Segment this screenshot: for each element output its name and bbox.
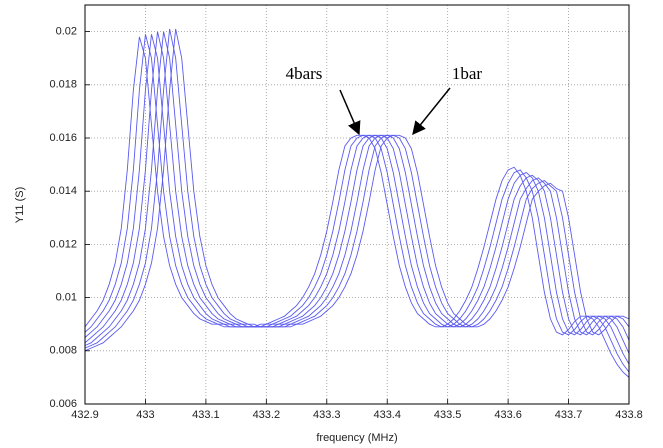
plot-frame bbox=[84, 4, 630, 405]
y-tick-label: 0.008 bbox=[49, 345, 77, 357]
annotation: 4bars bbox=[286, 64, 323, 83]
y-tick-label: 0.014 bbox=[49, 185, 77, 197]
annotation-arrow bbox=[339, 89, 361, 136]
x-axis-label: frequency (MHz) bbox=[316, 432, 397, 444]
lines bbox=[84, 28, 630, 378]
series-line bbox=[84, 28, 630, 352]
x-tick-label: 433.5 bbox=[434, 409, 462, 421]
annotation-arrow bbox=[412, 87, 451, 136]
x-tick-label: 433.8 bbox=[615, 409, 643, 421]
y-tick-label: 0.01 bbox=[56, 292, 77, 304]
series-line bbox=[84, 31, 630, 346]
series-line bbox=[84, 28, 630, 349]
y-tick-label: 0.018 bbox=[49, 79, 77, 91]
series-line bbox=[84, 31, 630, 354]
series-line bbox=[84, 36, 630, 378]
x-tick-label: 433.3 bbox=[313, 409, 341, 421]
x-tick-label: 433.2 bbox=[253, 409, 281, 421]
y-tick-label: 0.016 bbox=[49, 132, 77, 144]
series-line bbox=[84, 34, 630, 373]
x-tick-label: 433.4 bbox=[373, 409, 401, 421]
x-tick-label: 433.6 bbox=[494, 409, 522, 421]
y-tick-label: 0.02 bbox=[56, 26, 77, 38]
x-tick-label: 433 bbox=[136, 409, 154, 421]
x-tick-label: 433.7 bbox=[555, 409, 583, 421]
annotation: 1bar bbox=[452, 64, 483, 83]
y-tick-label: 0.012 bbox=[49, 238, 77, 250]
y-axis-label: Y11 (S) bbox=[14, 187, 26, 223]
y-tick-label: 0.006 bbox=[49, 398, 77, 410]
x-tick-label: 433.1 bbox=[192, 409, 220, 421]
plot-area bbox=[85, 5, 629, 404]
x-tick-label: 432.9 bbox=[71, 409, 99, 421]
